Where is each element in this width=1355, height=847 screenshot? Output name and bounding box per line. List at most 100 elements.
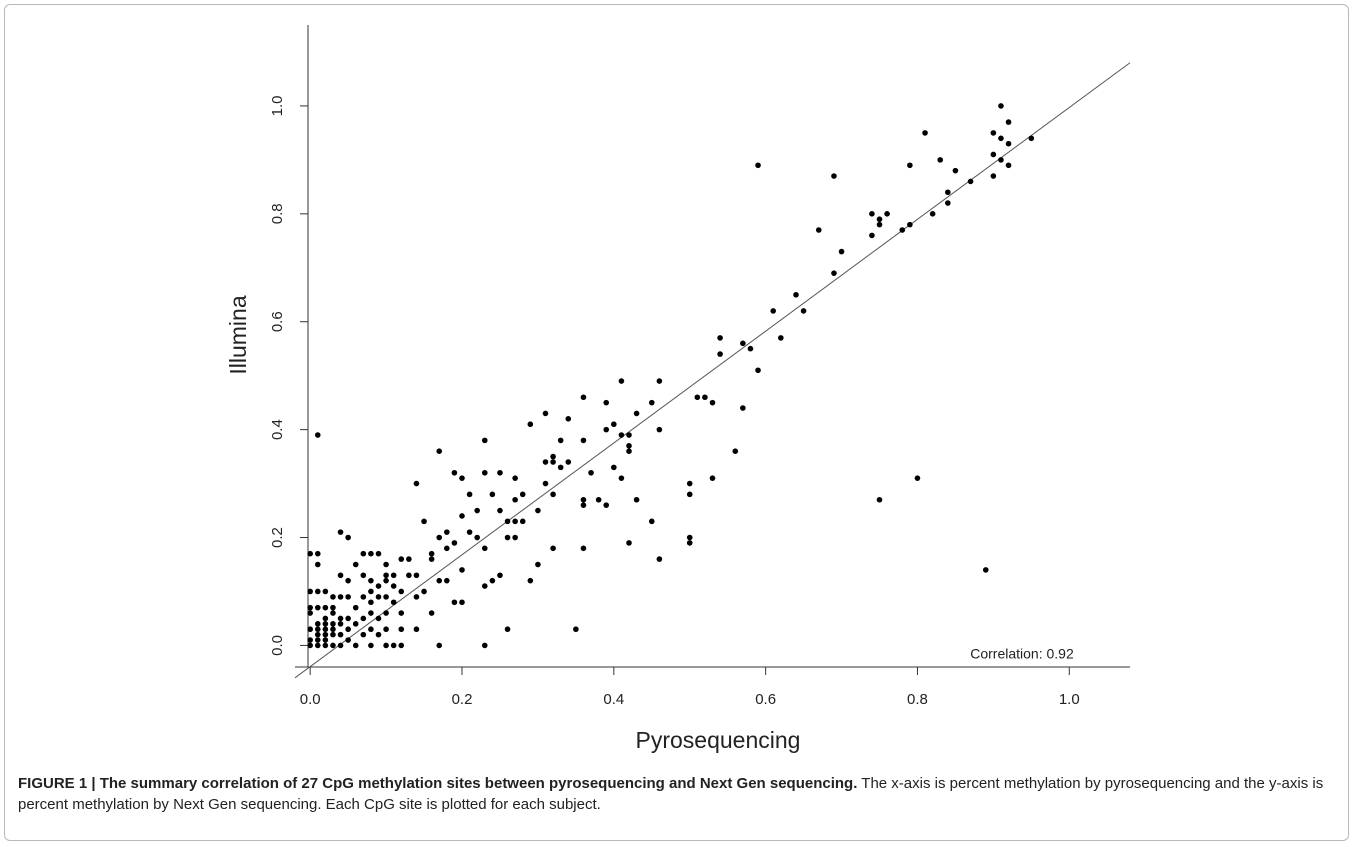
fit-line xyxy=(294,62,1131,679)
point xyxy=(937,157,944,163)
x-tick-label: 0.0 xyxy=(300,691,321,708)
point xyxy=(876,216,883,223)
point xyxy=(459,475,465,481)
point xyxy=(686,491,693,498)
point xyxy=(330,604,336,611)
point xyxy=(307,637,313,643)
point xyxy=(314,588,321,595)
point xyxy=(383,594,389,600)
point xyxy=(869,211,875,217)
point xyxy=(884,211,890,217)
x-axis-title: Pyrosequencing xyxy=(636,727,801,753)
point xyxy=(345,594,351,600)
point xyxy=(383,577,389,584)
point xyxy=(831,270,837,276)
point xyxy=(474,507,480,514)
point xyxy=(307,588,313,595)
x-tick-label: 0.4 xyxy=(603,691,624,708)
point xyxy=(337,642,344,649)
point xyxy=(838,248,845,255)
point xyxy=(656,378,663,384)
point xyxy=(512,518,518,525)
point xyxy=(314,561,321,568)
point xyxy=(626,448,632,455)
point xyxy=(998,103,1004,109)
point xyxy=(603,502,610,508)
point xyxy=(383,626,389,633)
x-tick-label: 0.8 xyxy=(907,691,928,708)
x-tick-label: 0.2 xyxy=(452,691,473,708)
point xyxy=(945,189,951,196)
point xyxy=(580,394,587,401)
point xyxy=(428,550,435,557)
point xyxy=(588,469,594,476)
point xyxy=(337,529,344,535)
point xyxy=(504,518,511,525)
point xyxy=(322,604,329,611)
point xyxy=(330,626,336,633)
point xyxy=(337,631,344,638)
point xyxy=(375,594,382,600)
point xyxy=(375,583,382,589)
point xyxy=(368,588,374,595)
point xyxy=(307,550,313,557)
point xyxy=(755,162,761,169)
point xyxy=(1005,162,1012,169)
point xyxy=(360,572,367,579)
point xyxy=(352,604,359,611)
y-axis-title: Illumina xyxy=(225,295,251,374)
point xyxy=(535,507,541,514)
point xyxy=(345,637,351,643)
point xyxy=(990,173,997,179)
point xyxy=(686,480,693,487)
point xyxy=(322,642,329,649)
point xyxy=(793,291,799,298)
y-tick-label: 0.6 xyxy=(269,311,286,332)
point xyxy=(314,637,321,643)
point xyxy=(504,534,511,541)
point xyxy=(459,513,465,519)
point xyxy=(413,626,420,633)
point xyxy=(307,642,313,649)
point xyxy=(770,308,777,314)
point xyxy=(398,642,405,649)
point xyxy=(451,599,458,606)
point xyxy=(466,529,473,535)
point xyxy=(618,475,625,481)
point xyxy=(345,626,351,633)
y-tick-label: 1.0 xyxy=(269,95,286,116)
point xyxy=(869,232,875,239)
point xyxy=(815,227,822,233)
y-tick-label: 0.8 xyxy=(269,203,286,224)
point xyxy=(436,577,443,584)
point xyxy=(527,577,534,584)
point xyxy=(603,426,610,433)
point xyxy=(307,610,313,616)
point xyxy=(314,550,321,557)
point xyxy=(740,405,746,411)
point xyxy=(390,583,397,589)
point xyxy=(314,621,321,627)
point xyxy=(345,577,351,584)
point xyxy=(383,561,389,568)
point xyxy=(982,567,989,573)
point xyxy=(375,615,382,622)
point xyxy=(436,534,443,541)
y-tick-label: 0.2 xyxy=(269,527,286,548)
point xyxy=(709,399,716,406)
point xyxy=(565,459,572,465)
point xyxy=(648,518,655,525)
point xyxy=(945,200,951,206)
point xyxy=(542,480,549,487)
point xyxy=(914,475,921,481)
point xyxy=(398,610,405,616)
point xyxy=(352,561,359,568)
point xyxy=(368,577,374,584)
point xyxy=(345,534,351,541)
point xyxy=(352,642,359,649)
point xyxy=(307,604,313,611)
point xyxy=(618,378,625,384)
point xyxy=(459,599,465,606)
point xyxy=(717,351,723,357)
